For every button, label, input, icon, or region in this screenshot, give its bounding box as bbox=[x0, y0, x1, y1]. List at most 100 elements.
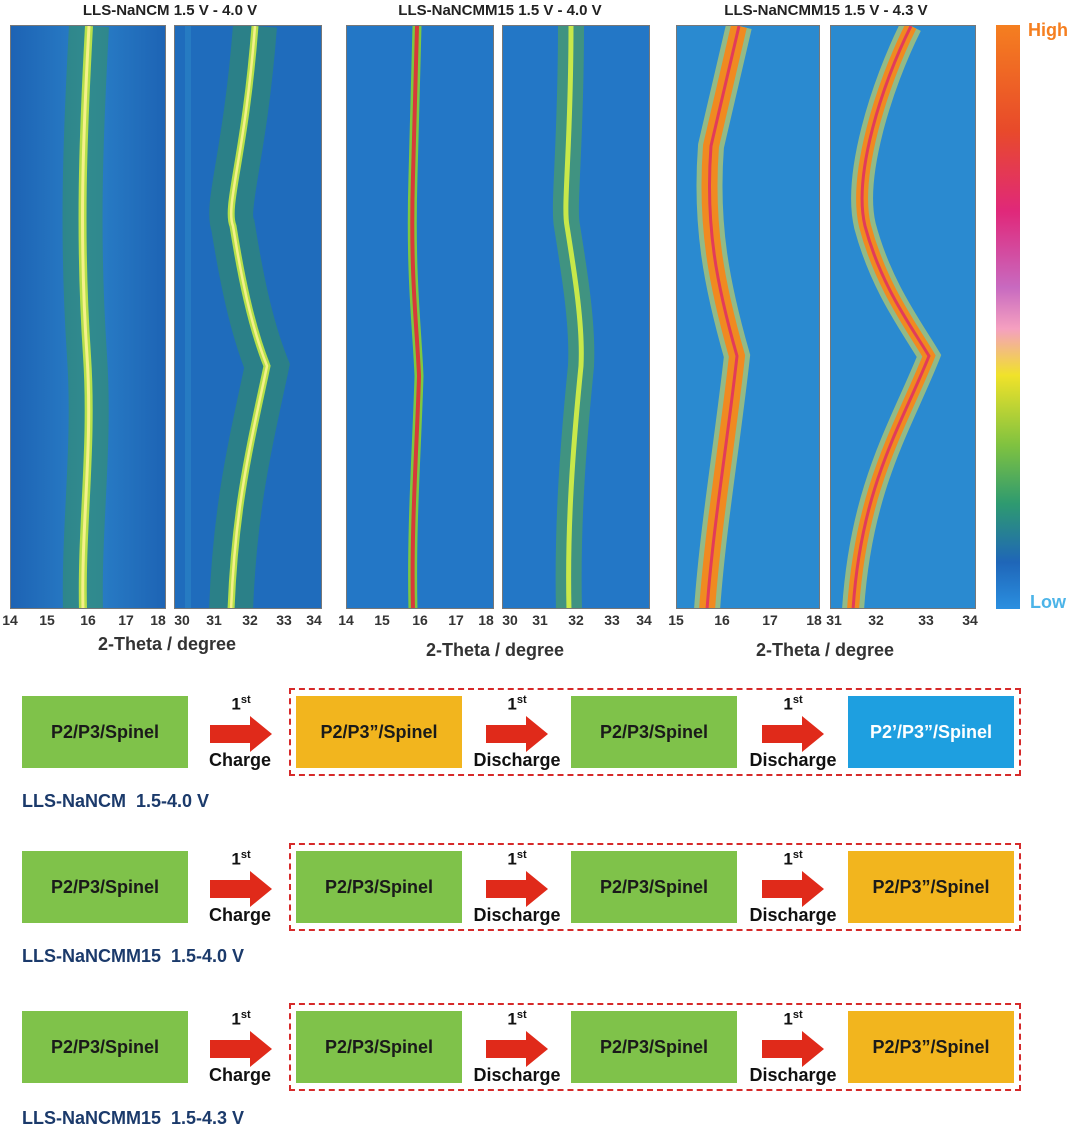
xlabel-1: 2-Theta / degree bbox=[98, 634, 237, 654]
phase-box: P2/P3/Spinel bbox=[22, 1011, 188, 1083]
phase-box: P2’/P3”/Spinel bbox=[848, 696, 1014, 768]
tick-label: 17 bbox=[118, 612, 134, 628]
colorbar-low-label: Low bbox=[1030, 592, 1066, 612]
heatmap-nancm-high-angle bbox=[174, 25, 322, 609]
step-ordinal-number: 1 bbox=[783, 849, 793, 869]
step-ordinal-number: 1 bbox=[507, 849, 517, 869]
step-ordinal: 1st bbox=[206, 694, 276, 715]
phase-box: P2/P3/Spinel bbox=[22, 696, 188, 768]
step-action: Discharge bbox=[473, 1065, 561, 1085]
tick-label: 16 bbox=[80, 612, 96, 628]
step-ordinal: 1st bbox=[482, 694, 552, 715]
step-action: Discharge bbox=[473, 905, 561, 925]
dashed-frame bbox=[289, 1003, 1021, 1091]
step-ordinal-number: 1 bbox=[231, 849, 241, 869]
step-action: Charge bbox=[208, 905, 272, 925]
tick-label: 18 bbox=[806, 612, 822, 628]
tick-label: 34 bbox=[636, 612, 652, 628]
colorbar bbox=[996, 25, 1020, 609]
tick-label: 34 bbox=[962, 612, 978, 628]
step-ordinal-suffix: st bbox=[516, 1009, 527, 1021]
heatmap-nancmm15-40-low-angle bbox=[346, 25, 494, 609]
xaxis-ticks-2: 30 31 32 33 34 bbox=[174, 612, 322, 634]
heatmap-nancm-low-angle bbox=[10, 25, 166, 609]
tick-label: 17 bbox=[762, 612, 778, 628]
step-ordinal-suffix: st bbox=[516, 849, 527, 861]
step-ordinal-suffix: st bbox=[792, 849, 803, 861]
step-ordinal-suffix: st bbox=[240, 849, 251, 861]
step-ordinal-number: 1 bbox=[507, 1009, 517, 1029]
tick-label: 31 bbox=[826, 612, 842, 628]
step-action: Discharge bbox=[749, 905, 837, 925]
phase-box: P2/P3”/Spinel bbox=[296, 696, 462, 768]
phase-box: P2/P3/Spinel bbox=[571, 696, 737, 768]
heatmap-nancmm15-43-low-angle bbox=[676, 25, 820, 609]
phase-box: P2/P3”/Spinel bbox=[848, 851, 1014, 923]
tick-label: 15 bbox=[374, 612, 390, 628]
step-ordinal-number: 1 bbox=[231, 1009, 241, 1029]
heatmap-nancmm15-40-high-angle bbox=[502, 25, 650, 609]
panel-title-nancm-40: LLS-NaNCM 1.5 V - 4.0 V bbox=[82, 2, 258, 19]
scheme-label: LLS-NaNCMM15 1.5-4.0 V bbox=[22, 946, 245, 966]
step-action: Discharge bbox=[749, 750, 837, 770]
step-ordinal-suffix: st bbox=[240, 1009, 251, 1021]
tick-label: 14 bbox=[338, 612, 354, 628]
right-arrow-icon bbox=[210, 716, 272, 752]
right-arrow-icon bbox=[486, 1031, 548, 1067]
step-ordinal: 1st bbox=[206, 849, 276, 870]
step-ordinal: 1st bbox=[758, 1009, 828, 1030]
xlabel-2: 2-Theta / degree bbox=[426, 640, 565, 660]
right-arrow-icon bbox=[762, 871, 824, 907]
step-ordinal: 1st bbox=[482, 1009, 552, 1030]
panel-title-nancmm15-43: LLS-NaNCMM15 1.5 V - 4.3 V bbox=[724, 2, 928, 19]
panel-title-nancmm15-40: LLS-NaNCMM15 1.5 V - 4.0 V bbox=[398, 2, 602, 19]
step-ordinal-suffix: st bbox=[516, 694, 527, 706]
step-ordinal: 1st bbox=[758, 849, 828, 870]
tick-label: 15 bbox=[668, 612, 684, 628]
xaxis-ticks-4: 30 31 32 33 34 bbox=[502, 612, 652, 634]
scheme-label: LLS-NaNCMM15 1.5-4.3 V bbox=[22, 1108, 245, 1128]
tick-label: 32 bbox=[242, 612, 258, 628]
tick-label: 31 bbox=[532, 612, 548, 628]
tick-label: 30 bbox=[174, 612, 190, 628]
tick-label: 18 bbox=[150, 612, 166, 628]
right-arrow-icon bbox=[762, 1031, 824, 1067]
tick-label: 18 bbox=[478, 612, 494, 628]
step-ordinal-number: 1 bbox=[507, 694, 517, 714]
heatmap-nancmm15-43-high-angle bbox=[830, 25, 976, 609]
xaxis-ticks-1: 14 15 16 17 18 bbox=[2, 612, 166, 634]
step-action: Charge bbox=[208, 1065, 272, 1085]
xaxis-ticks-5: 15 16 17 18 bbox=[668, 612, 822, 634]
step-ordinal-number: 1 bbox=[783, 694, 793, 714]
right-arrow-icon bbox=[210, 871, 272, 907]
phase-box: P2/P3/Spinel bbox=[571, 851, 737, 923]
tick-label: 14 bbox=[2, 612, 18, 628]
xlabel-3: 2-Theta / degree bbox=[756, 640, 895, 660]
right-arrow-icon bbox=[210, 1031, 272, 1067]
right-arrow-icon bbox=[486, 716, 548, 752]
tick-label: 32 bbox=[868, 612, 884, 628]
tick-label: 33 bbox=[604, 612, 620, 628]
step-action: Charge bbox=[208, 750, 272, 770]
step-action: Discharge bbox=[749, 1065, 837, 1085]
tick-label: 31 bbox=[206, 612, 222, 628]
phase-box: P2/P3/Spinel bbox=[22, 851, 188, 923]
step-ordinal: 1st bbox=[206, 1009, 276, 1030]
step-ordinal-suffix: st bbox=[792, 1009, 803, 1021]
phase-box: P2/P3/Spinel bbox=[296, 851, 462, 923]
phase-box: P2/P3/Spinel bbox=[571, 1011, 737, 1083]
tick-label: 34 bbox=[306, 612, 322, 628]
tick-label: 33 bbox=[918, 612, 934, 628]
tick-label: 33 bbox=[276, 612, 292, 628]
tick-label: 16 bbox=[412, 612, 428, 628]
scheme-label: LLS-NaNCM 1.5-4.0 V bbox=[22, 791, 210, 811]
step-action: Discharge bbox=[473, 750, 561, 770]
right-arrow-icon bbox=[762, 716, 824, 752]
tick-label: 17 bbox=[448, 612, 464, 628]
phase-box: P2/P3/Spinel bbox=[296, 1011, 462, 1083]
xaxis-ticks-6: 31 32 33 34 bbox=[826, 612, 978, 634]
step-ordinal: 1st bbox=[758, 694, 828, 715]
step-ordinal-number: 1 bbox=[783, 1009, 793, 1029]
dashed-frame bbox=[289, 843, 1021, 931]
step-ordinal: 1st bbox=[482, 849, 552, 870]
